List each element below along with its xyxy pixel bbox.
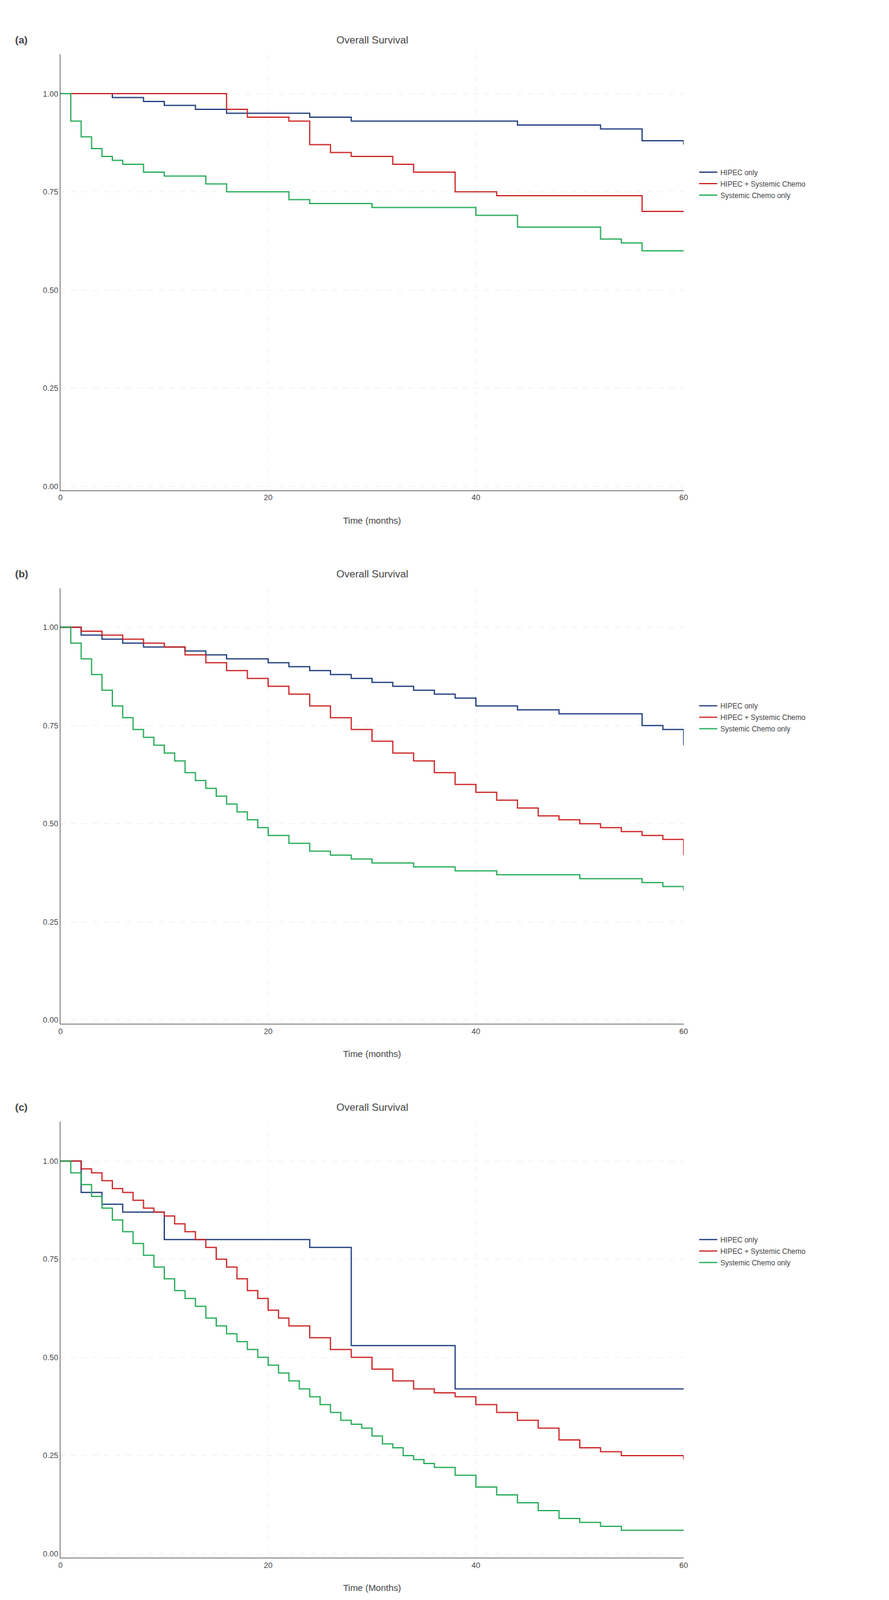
svg-text:60: 60 [679,1560,688,1570]
svg-text:0.75: 0.75 [42,1254,58,1264]
svg-text:Overall Survival: Overall Survival [336,1101,409,1114]
svg-text:HIPEC only: HIPEC only [720,701,758,711]
svg-text:0: 0 [57,492,63,502]
svg-text:(a): (a) [15,34,28,46]
svg-text:0.25: 0.25 [42,917,58,927]
svg-text:HIPEC + Systemic Chemo: HIPEC + Systemic Chemo [720,713,806,722]
svg-text:1.00: 1.00 [42,89,58,99]
svg-text:(c): (c) [15,1101,28,1114]
svg-text:20: 20 [263,1026,273,1036]
svg-text:20: 20 [263,1560,273,1570]
svg-text:HIPEC only: HIPEC only [720,1235,758,1245]
svg-text:(b): (b) [15,568,29,580]
svg-text:0.25: 0.25 [42,1450,58,1460]
svg-text:Overall Survival: Overall Survival [336,568,409,580]
svg-text:60: 60 [679,1026,688,1036]
svg-text:Systemic Chemo only: Systemic Chemo only [720,724,791,734]
svg-text:0.25: 0.25 [42,383,58,393]
svg-text:0.50: 0.50 [42,1352,58,1362]
svg-text:20: 20 [263,492,273,502]
svg-text:Systemic Chemo only: Systemic Chemo only [720,1258,791,1268]
svg-text:0.50: 0.50 [42,818,58,829]
svg-text:0.00: 0.00 [42,481,58,492]
svg-text:Time (months): Time (months) [343,1048,402,1059]
svg-text:0.75: 0.75 [42,187,58,197]
svg-text:HIPEC + Systemic Chemo: HIPEC + Systemic Chemo [720,1247,806,1256]
svg-text:HIPEC only: HIPEC only [720,168,758,177]
svg-text:Overall Survival: Overall Survival [336,34,409,46]
svg-text:0.00: 0.00 [42,1549,58,1559]
svg-text:60: 60 [679,492,688,502]
svg-text:0: 0 [57,1560,63,1570]
svg-text:40: 40 [471,1026,481,1036]
svg-text:0.00: 0.00 [42,1015,58,1025]
svg-text:40: 40 [471,492,481,502]
svg-text:1.00: 1.00 [42,1156,58,1166]
svg-text:Time (months): Time (months) [343,515,402,526]
svg-text:0.75: 0.75 [42,721,58,731]
svg-text:Time (Months): Time (Months) [343,1582,402,1593]
svg-text:HIPEC + Systemic Chemo: HIPEC + Systemic Chemo [720,179,806,189]
svg-text:0.50: 0.50 [42,285,58,295]
svg-text:1.00: 1.00 [42,622,58,632]
svg-text:0: 0 [57,1026,63,1036]
svg-text:40: 40 [471,1560,481,1570]
svg-text:Systemic Chemo only: Systemic Chemo only [720,191,791,200]
